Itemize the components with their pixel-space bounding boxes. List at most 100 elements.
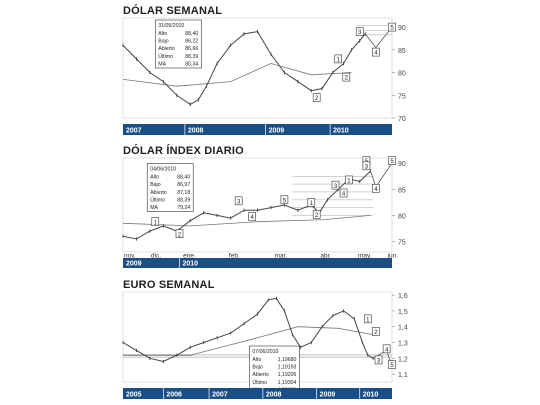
ohlc-date-0: 31/05/2010 — [158, 23, 184, 29]
y-tick-label-0-0: 70 — [398, 116, 406, 123]
wave-label-1-9: 1 — [347, 179, 351, 185]
y-tick-label-2-4: 1,5 — [398, 309, 408, 316]
ohlc-value-1-2: 87,18 — [177, 190, 190, 196]
ohlc-value-1-0: 88,40 — [177, 175, 190, 181]
wave-label-2-0: 1 — [366, 317, 370, 323]
wave-label-box-1-13 — [388, 156, 396, 165]
ohlc-value-2-3: 1,19304 — [278, 380, 297, 386]
x-tick-label-1-5: abr. — [320, 253, 331, 260]
moving-average-1-0 — [122, 215, 371, 227]
ohlc-label-2-1: Bajo — [252, 365, 262, 371]
wave-label-1-11: 3 — [365, 164, 369, 170]
x-tick-label-1-6: may. — [358, 253, 372, 260]
wave-label-2-3: 4 — [385, 347, 389, 353]
wave-label-box-0-0 — [312, 93, 321, 102]
wave-label-1-13: 5 — [390, 159, 394, 165]
moving-average-2-0 — [123, 326, 374, 356]
wave-label-box-1-11 — [362, 161, 371, 171]
ohlc-date-2: 07/06/2010 — [252, 349, 278, 355]
x-tick-label-1-1: dic. — [151, 253, 161, 260]
years-band-0 — [123, 124, 392, 135]
ohlc-value-0-2: 86,66 — [185, 46, 198, 52]
y-tick-label-2-5: 1,6 — [398, 293, 408, 300]
x-tick-label-0-0: 2007 — [126, 128, 142, 135]
ohlc-label-1-4: MA — [150, 205, 158, 211]
x-tick-label-1-2: ene. — [183, 253, 196, 260]
wave-label-box-2-2 — [374, 355, 383, 365]
y-tick-label-1-2: 85 — [398, 187, 406, 194]
x-tick-label-1-4: mar. — [275, 253, 288, 260]
wave-label-box-1-2 — [234, 196, 243, 206]
ohlc-value-1-1: 86,97 — [177, 182, 190, 188]
wave-label-0-5: 5 — [390, 26, 394, 32]
wave-label-box-1-1 — [175, 229, 184, 239]
wave-label-box-1-5 — [307, 198, 316, 207]
wave-label-1-6: 2 — [315, 213, 319, 219]
y-tick-label-0-2: 80 — [398, 71, 406, 78]
years-band-1 — [123, 258, 392, 268]
ohlc-label-0-2: Abierto — [158, 46, 175, 52]
ohlc-label-2-3: Último — [252, 379, 267, 386]
projection-path-1 — [370, 162, 393, 188]
wave-label-2-4: 5 — [390, 363, 394, 369]
wave-label-box-0-4 — [372, 47, 380, 57]
wave-label-box-1-9 — [345, 175, 353, 185]
y-tick-label-0-3: 85 — [398, 48, 406, 55]
y-tick-label-1-0: 75 — [398, 240, 406, 247]
wave-label-box-1-8 — [339, 188, 348, 198]
ohlc-box-0 — [154, 19, 202, 69]
x-tick-label-2-3: 2008 — [266, 392, 282, 399]
wave-label-box-1-12 — [372, 183, 380, 193]
y-tick-label-2-3: 1,4 — [398, 325, 408, 332]
x-tick-label-0-3: 2010 — [333, 128, 349, 135]
ohlc-value-0-0: 88,40 — [185, 31, 198, 37]
ohlc-box-1 — [146, 163, 194, 212]
wave-label-box-1-3 — [248, 212, 256, 221]
y-tick-label-0-1: 75 — [398, 93, 406, 100]
wave-label-2-1: 2 — [374, 330, 378, 336]
ohlc-label-1-3: Último — [150, 196, 165, 203]
wave-label-box-0-3 — [355, 27, 364, 36]
wave-label-1-4: 5 — [283, 198, 287, 204]
wave-label-box-0-2 — [342, 72, 351, 82]
y-tick-label-2-2: 1,3 — [398, 341, 408, 348]
wave-label-box-2-1 — [372, 327, 380, 336]
projection-path-0 — [364, 26, 393, 49]
ohlc-date-1: 04/06/2010 — [150, 167, 176, 173]
wave-label-1-5: 1 — [310, 201, 314, 207]
wave-label-1-7: 3 — [334, 184, 338, 190]
ohlc-label-0-1: Bajo — [158, 39, 168, 45]
panel-title-dolar-semanal: DÓLAR SEMANAL — [123, 5, 223, 17]
x-tick-label-0-1: 2008 — [188, 128, 204, 135]
price-series-0-0 — [122, 31, 366, 105]
y-tick-label-0-4: 90 — [398, 25, 406, 32]
year-label-1-1: 2010 — [182, 261, 198, 268]
x-tick-label-1-7: jun. — [387, 253, 399, 260]
wave-label-box-2-4 — [388, 360, 396, 369]
x-tick-label-1-0: nov. — [124, 253, 136, 260]
x-tick-label-2-1: 2006 — [166, 392, 182, 399]
wave-label-0-4: 4 — [374, 51, 378, 57]
ohlc-value-2-0: 1,19680 — [278, 357, 297, 363]
y-tick-label-2-0: 1,1 — [398, 372, 408, 379]
x-tick-label-1-3: feb. — [229, 253, 240, 260]
x-tick-label-2-4: 2009 — [320, 392, 336, 399]
wave-label-0-0: 2 — [315, 96, 319, 102]
wave-label-box-1-6 — [312, 210, 321, 219]
wave-label-box-1-4 — [280, 195, 289, 205]
y-tick-label-1-1: 80 — [398, 213, 406, 220]
ohlc-label-0-4: MA — [158, 61, 166, 67]
wave-label-box-0-5 — [388, 22, 396, 32]
moving-average-0-0 — [122, 63, 352, 87]
wave-label-box-2-0 — [363, 314, 372, 324]
ohlc-label-0-3: Último — [158, 53, 173, 60]
ohlc-label-2-0: Alto — [252, 357, 261, 363]
wave-label-box-1-0 — [151, 217, 160, 227]
ohlc-label-1-1: Bajo — [150, 182, 160, 188]
plot-frame-1 — [122, 157, 393, 253]
ohlc-value-1-3: 88,39 — [177, 197, 190, 203]
wave-label-0-3: 3 — [358, 30, 362, 36]
ohlc-label-1-2: Abierto — [150, 190, 167, 196]
wave-label-1-3: 4 — [250, 215, 254, 221]
